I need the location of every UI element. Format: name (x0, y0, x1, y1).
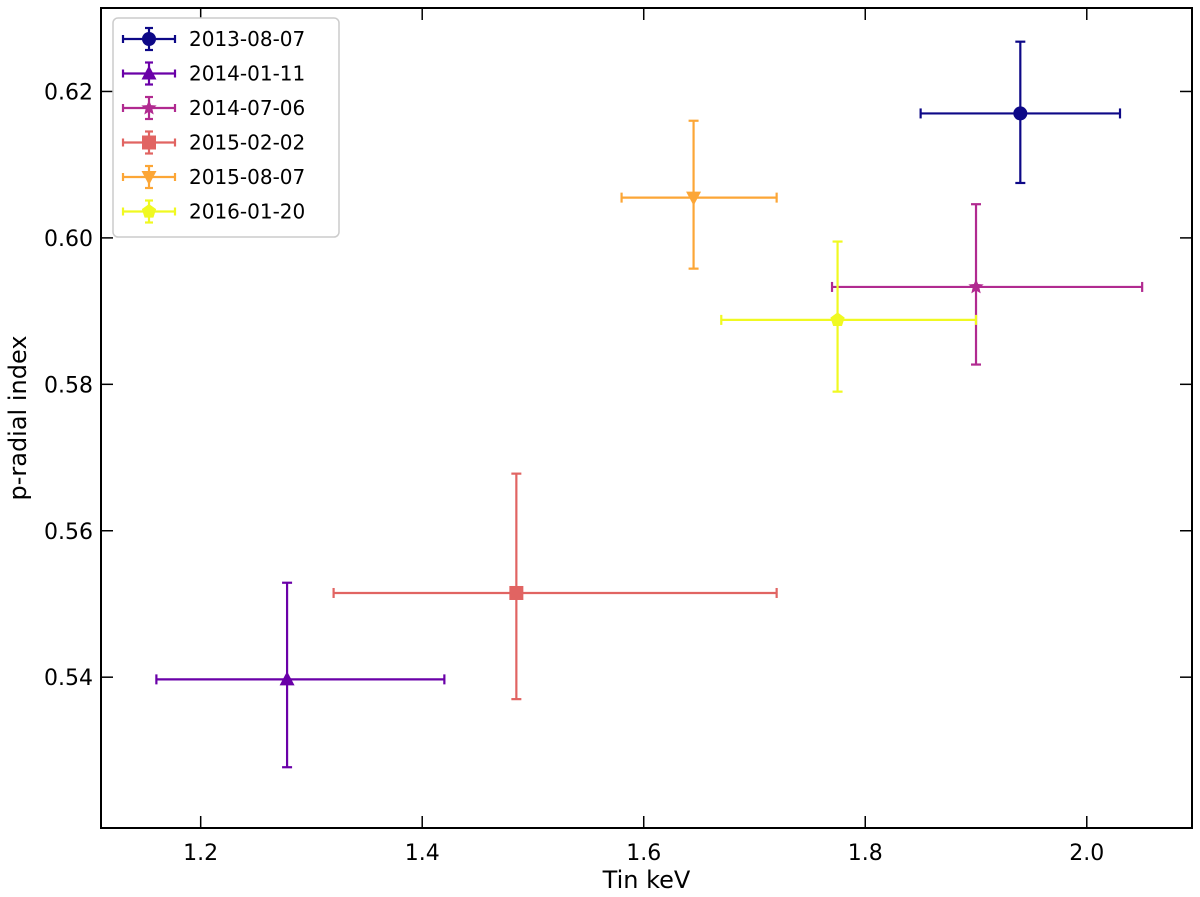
legend-entry: 2016-01-20 (121, 199, 305, 224)
legend-entry: 2015-08-07 (121, 164, 305, 190)
legend-marker (141, 204, 157, 218)
data-point (686, 191, 702, 206)
legend-label: 2016-01-20 (189, 200, 305, 224)
y-axis-label: p-radial index (4, 335, 32, 500)
series-2016-01-20 (720, 240, 978, 393)
x-tick-label: 1.4 (405, 841, 440, 866)
legend-label: 2015-02-02 (189, 131, 305, 155)
series-2014-07-06 (830, 203, 1144, 366)
legend: 2013-08-07 2014-01-11 2014-07-06 2015-02-02… (112, 17, 340, 238)
series-2013-08-07 (919, 40, 1122, 185)
x-axis-label: Tin keV (602, 866, 691, 894)
data-points (155, 40, 1144, 769)
data-point (1013, 106, 1028, 121)
legend-marker (142, 135, 156, 150)
x-tick-label: 1.2 (183, 841, 218, 866)
legend-entry: 2014-01-11 (121, 61, 305, 86)
legend-entry: 2014-07-06 (121, 95, 305, 121)
series-2015-02-02 (332, 472, 778, 701)
legend-marker (142, 32, 156, 46)
legend-label: 2015-08-07 (189, 165, 305, 189)
data-point (968, 278, 984, 294)
x-tick-label: 1.6 (626, 841, 661, 866)
y-tick-label: 0.56 (44, 520, 93, 545)
legend-label: 2014-07-06 (189, 96, 305, 120)
legend-label: 2013-08-07 (189, 27, 305, 51)
series-2014-01-11 (155, 581, 446, 769)
data-point (509, 585, 524, 600)
data-point (279, 671, 295, 686)
y-tick-label: 0.54 (44, 666, 93, 691)
data-point (830, 312, 845, 326)
y-tick-label: 0.62 (44, 80, 93, 105)
y-tick-label: 0.60 (44, 227, 93, 252)
legend-marker (141, 171, 157, 185)
legend-label: 2014-01-11 (189, 62, 305, 86)
y-tick-label: 0.58 (44, 373, 93, 398)
series-2015-08-07 (620, 119, 778, 270)
legend-marker (141, 65, 157, 80)
legend-marker (141, 100, 157, 115)
legend-entry: 2015-02-02 (121, 130, 305, 155)
x-tick-label: 2.0 (1069, 841, 1104, 866)
plot-frame (100, 7, 1193, 829)
axes: 1.2 1.4 1.6 1.8 2.0 0.54 0.56 0.58 0.60 0.62 (44, 8, 1192, 866)
x-tick-label: 1.8 (848, 841, 883, 866)
legend-entry: 2013-08-07 (121, 26, 305, 52)
